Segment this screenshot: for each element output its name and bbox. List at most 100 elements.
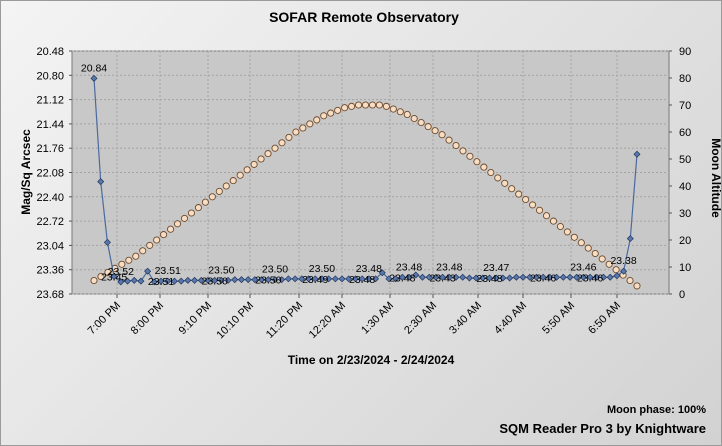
moon-altitude-point [389,105,397,113]
moon-altitude-point [153,236,161,244]
sqm-point [606,273,614,281]
sqm-point [325,275,333,283]
moon-altitude-point [424,123,432,131]
sqm-point [358,275,366,283]
sqm-point [392,275,400,283]
moon-altitude-point [508,185,516,193]
data-label: 23.46 [577,272,603,284]
moon-altitude-point [375,101,383,109]
moon-altitude-point [257,155,265,163]
moon-altitude-point [445,136,453,144]
data-label: 23.52 [108,266,134,278]
moon-altitude-point [180,214,189,222]
moon-altitude-point [306,120,314,128]
sqm-point [593,273,601,281]
data-label: 23.50 [202,275,228,287]
y-right-tick-label: 10 [679,262,691,274]
sqm-point [157,277,165,285]
x-tick-label: 8:00 PM [129,300,166,337]
sqm-point [305,275,313,283]
moon-altitude-point [452,141,460,150]
sqm-point [103,238,111,246]
sqm-point [258,276,266,284]
sqm-point [184,276,192,284]
moon-altitude-point [494,174,502,182]
x-tick-label: 6:50 AM [586,300,623,337]
sqm-point [512,273,520,281]
y-left-tick-label: 22.08 [36,168,64,180]
sqm-point [191,276,199,284]
sqm-point [97,178,105,186]
sqm-point [372,275,380,283]
sqm-point [418,273,426,281]
moon-altitude-point [208,193,216,201]
data-label: 23.47 [483,262,509,274]
moon-altitude-point [222,182,230,190]
y-right-tick-label: 80 [679,73,691,85]
y-left-tick-label: 20.80 [36,70,64,82]
data-label: 23.50 [309,263,335,275]
moon-altitude-point [97,272,105,281]
data-label: 20.84 [81,62,107,74]
x-tick-label: 10:10 PM [214,300,256,342]
moon-altitude-point [215,187,223,195]
moon-altitude-point [334,106,342,114]
moon-altitude-point [194,204,202,212]
y-left-tick-label: 23.68 [36,289,64,301]
data-label: 23.46 [530,272,556,284]
moon-altitude-point [187,209,196,217]
y-left-tick-label: 23.36 [36,265,64,277]
sqm-point [586,273,594,281]
moon-altitude-point [264,150,272,158]
moon-altitude-point [466,152,474,160]
data-labels: 20.8423.4523.5223.5123.5123.5023.5023.50… [81,62,637,288]
moon-altitude-point [229,177,237,185]
y-left-tick-label: 22.40 [36,192,64,204]
sqm-point [251,276,259,284]
x-tick-label: 11:20 PM [264,300,305,341]
moon-altitude-point [327,109,335,117]
data-label: 23.48 [389,272,415,284]
moon-altitude-point [598,255,606,263]
x-tick-label: 3:40 AM [447,300,484,337]
moon-altitude-point [549,217,558,225]
moon-altitude-point [250,160,258,168]
moon-altitude-point [577,239,585,247]
moon-altitude-point [167,225,175,233]
y-right-tick-label: 70 [679,100,691,112]
sqm-point [573,273,581,281]
data-label: 23.48 [476,273,502,285]
sqm-point [144,267,152,275]
x-tick-label: 12:20 AM [307,300,348,341]
y-left-tick-label: 23.04 [36,240,64,252]
x-tick-label: 7:00 PM [86,300,123,337]
sqm-point [298,275,306,283]
sqm-point [291,275,299,283]
moon-altitude-point [556,222,564,231]
moon-altitude-point [563,228,571,236]
data-label: 23.46 [570,261,596,273]
sqm-point [237,276,245,284]
sqm-point [499,274,507,282]
moon-altitude-point [313,116,321,124]
y-right-tick-label: 30 [679,208,691,220]
moon-altitude-point [570,233,578,241]
data-label: 23.49 [302,274,328,286]
y-axis-left-label: Mag/Sq Arcsec [19,129,33,215]
moon-phase: Moon phase: 100% [607,404,706,416]
sqm-point [177,277,185,285]
moon-altitude-point [473,158,481,166]
credit: SQM Reader Pro 3 by Knightware [499,421,706,436]
data-label: 23.50 [262,264,288,276]
sqm-point [170,277,178,285]
sqm-point [318,275,326,283]
moon-altitude-point [522,195,530,204]
moon-altitude-point [591,249,599,258]
sqm-point [345,275,353,283]
sqm-point [465,274,473,282]
sqm-point [197,276,205,284]
data-label: 23.38 [610,255,636,267]
sqm-point [110,273,118,281]
sqm-point [566,273,574,281]
data-label: 23.48 [396,261,422,273]
